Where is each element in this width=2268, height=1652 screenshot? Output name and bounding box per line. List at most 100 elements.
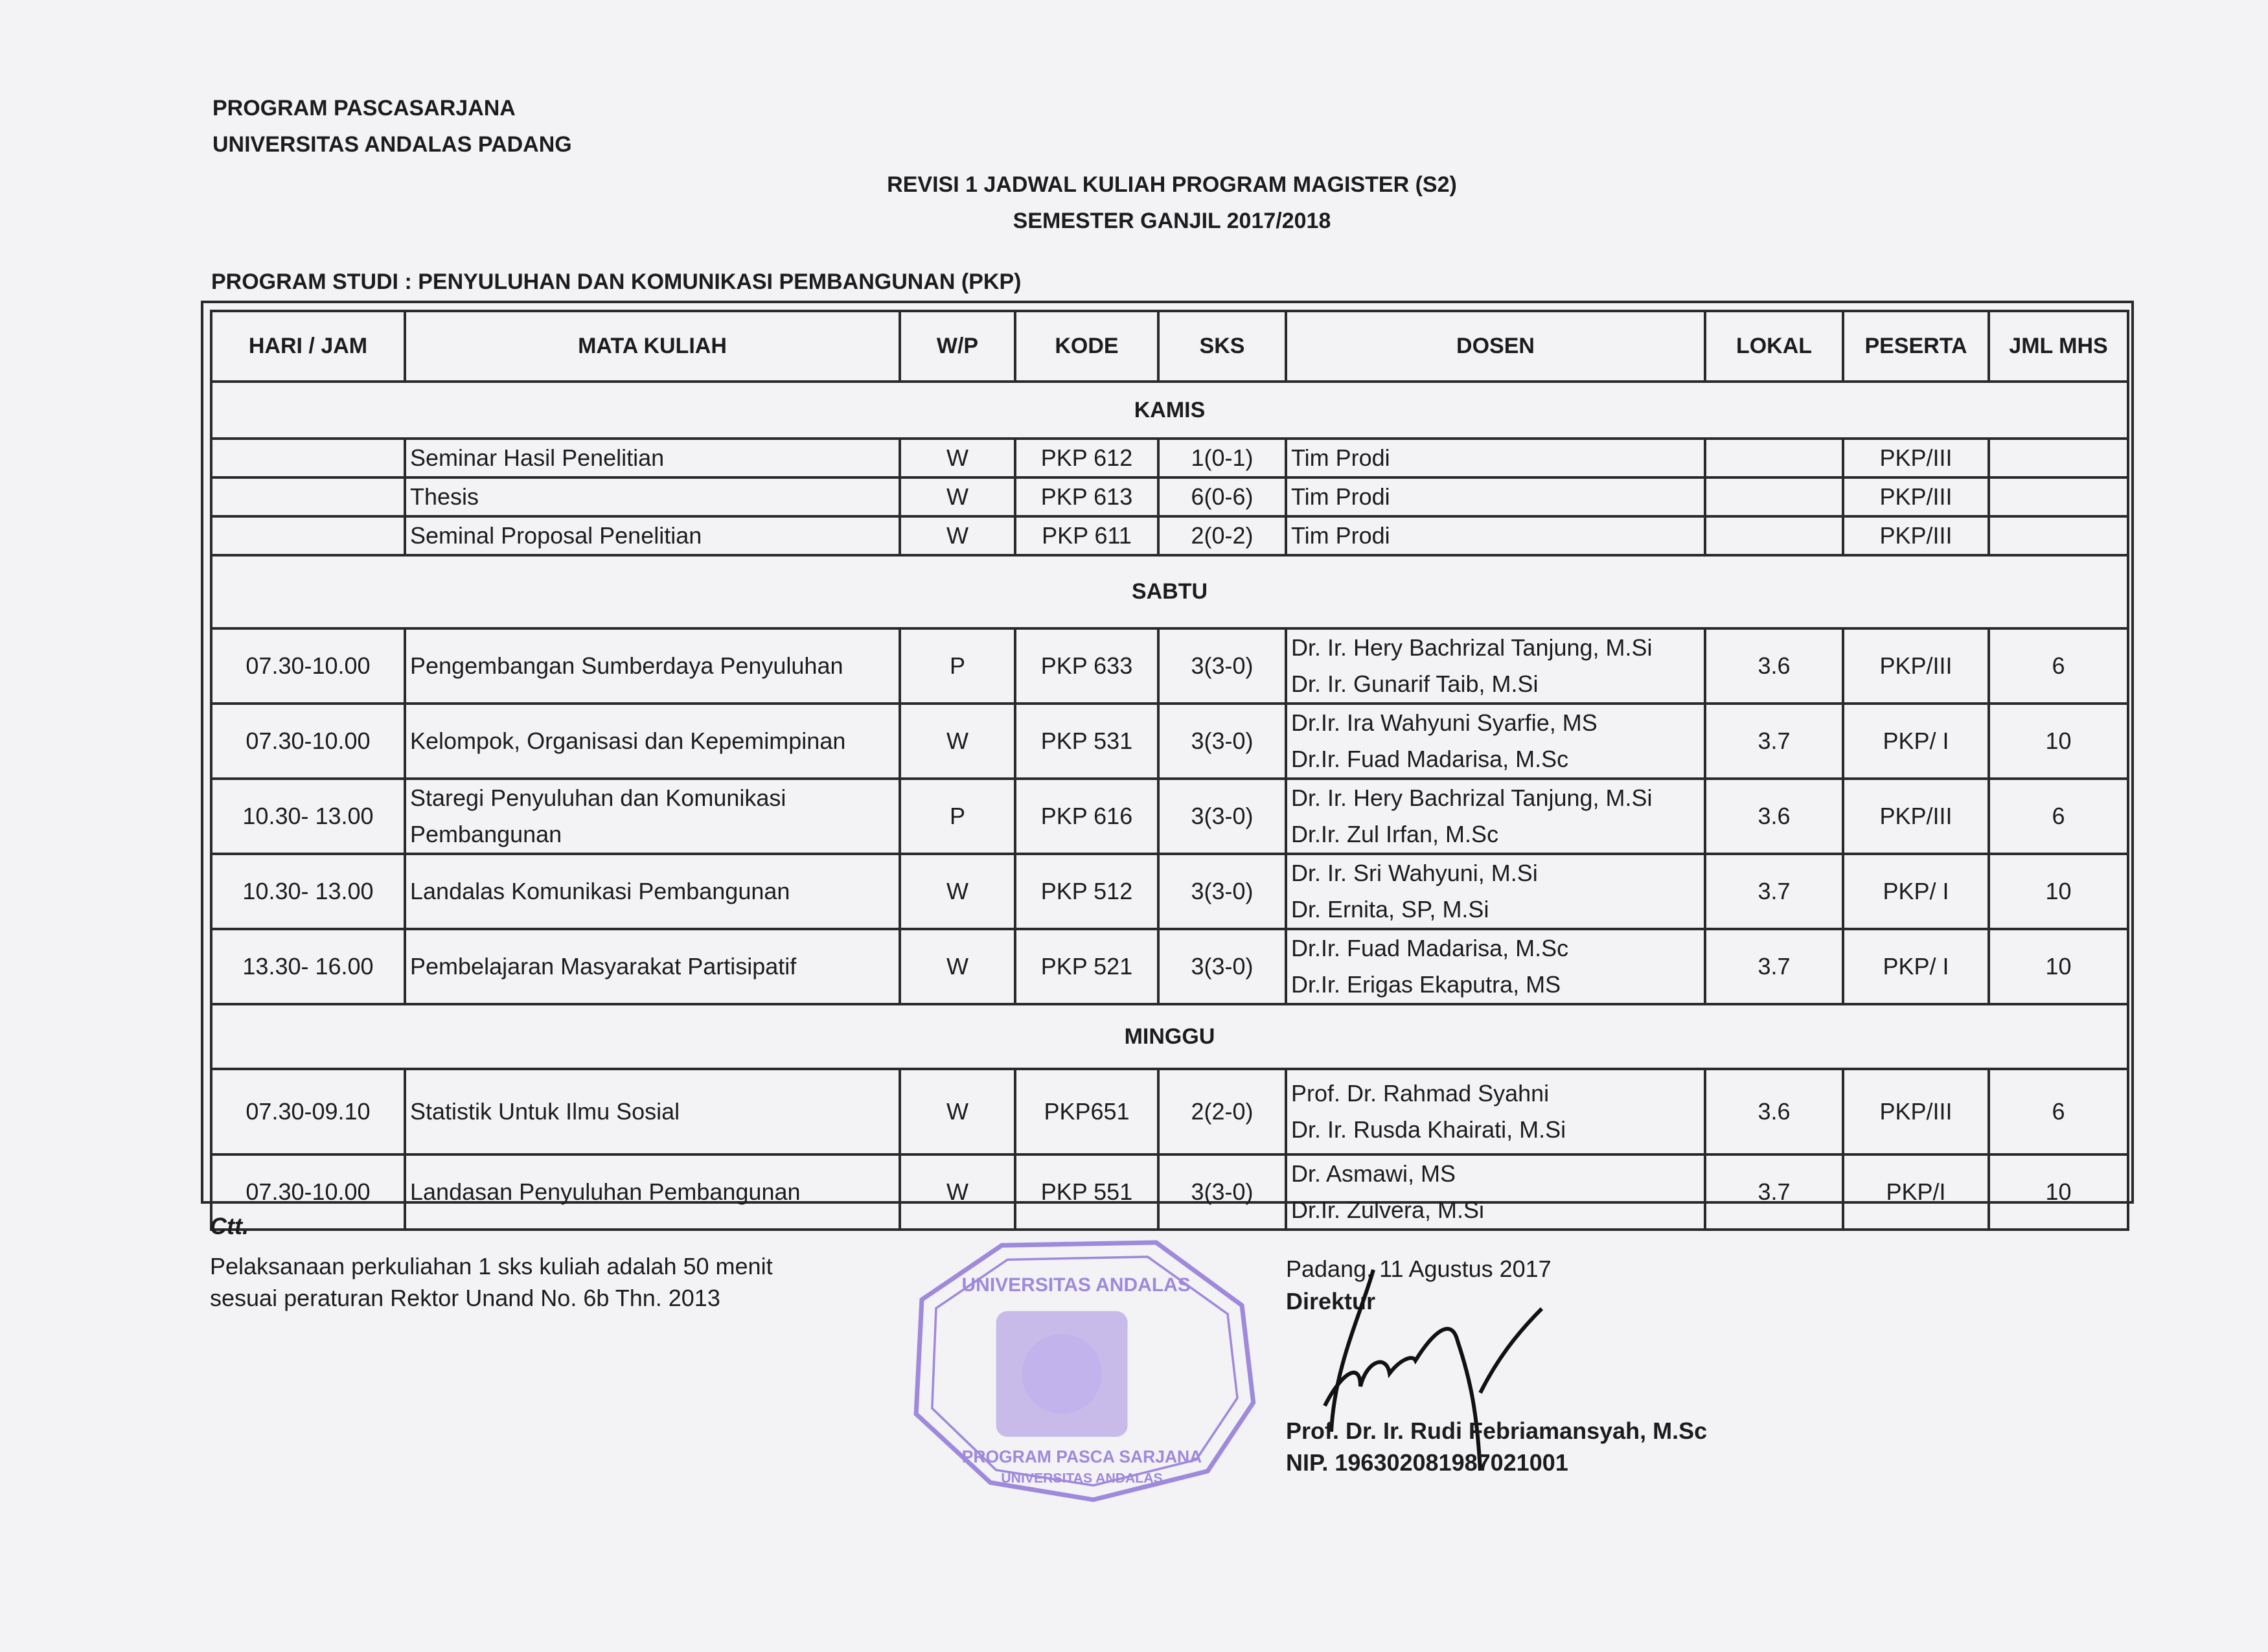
cell-peserta: PKP/III: [1842, 777, 1990, 855]
table-row: 10.30- 13.00 Staregi Penyuluhan dan Komun…: [210, 777, 2129, 855]
cell-kode: PKP 611: [1014, 515, 1160, 556]
cell-kode: PKP 616: [1014, 777, 1160, 855]
dosen-name: Prof. Dr. Rahmad Syahni: [1291, 1080, 1550, 1107]
cell-dosen: Dr. Ir. Hery Bachrizal Tanjung, M.Si Dr.I…: [1285, 777, 1706, 855]
stamp-bottom-text-2: UNIVERSITAS ANDALAS: [1001, 1471, 1162, 1486]
cell-jam: 07.30-09.10: [210, 1068, 406, 1156]
cell-lokal: 3.6: [1704, 627, 1844, 705]
cell-mata-kuliah: Pembelajaran Masyarakat Partisipatif: [404, 928, 901, 1005]
table-row: 07.30-10.00 Landasan Penyuluhan Pembangun…: [210, 1153, 2129, 1231]
cell-jam: [210, 476, 406, 518]
cell-kode: PKP 531: [1014, 702, 1160, 780]
cell-peserta: PKP/III: [1842, 627, 1990, 705]
table-row: 13.30- 16.00 Pembelajaran Masyarakat Part…: [210, 928, 2129, 1005]
dosen-name: Dr.Ir. Fuad Madarisa, M.Sc: [1291, 746, 1569, 772]
cell-wp: W: [899, 702, 1016, 780]
day-label: KAMIS: [210, 380, 2129, 440]
cell-kode: PKP 633: [1014, 627, 1160, 705]
cell-dosen: Dr.Ir. Fuad Madarisa, M.Sc Dr.Ir. Erigas …: [1285, 928, 1706, 1005]
table-row: Seminar Hasil Penelitian W PKP 612 1(0-1) Ti…: [210, 437, 2129, 479]
cell-sks: 3(3-0): [1157, 853, 1287, 930]
table-row: 07.30-10.00 Kelompok, Organisasi dan Kepe…: [210, 702, 2129, 780]
cell-mata-kuliah: Statistik Untuk Ilmu Sosial: [404, 1068, 901, 1156]
cell-dosen: Tim Prodi: [1285, 437, 1706, 479]
column-header: SKS: [1157, 310, 1287, 383]
column-header: PESERTA: [1842, 310, 1990, 383]
note-label: Ctt.: [210, 1213, 249, 1239]
column-header: W/P: [899, 310, 1016, 383]
cell-jam: 07.30-10.00: [210, 627, 406, 705]
cell-mata-kuliah: Seminar Hasil Penelitian: [404, 437, 901, 479]
note-line2: sesuai peraturan Rektor Unand No. 6b Thn…: [210, 1285, 720, 1311]
handwritten-signature: [1323, 1269, 1544, 1471]
cell-peserta: PKP/III: [1842, 515, 1990, 556]
cell-jam: [210, 437, 406, 479]
cell-kode: PKP 521: [1014, 928, 1160, 1005]
cell-wp: W: [899, 515, 1016, 556]
signatory-nip: NIP. 196302081987021001: [1286, 1449, 1568, 1476]
cell-jam: [210, 515, 406, 556]
cell-jam: 13.30- 16.00: [210, 928, 406, 1005]
cell-jml-mhs: 10: [1987, 1153, 2129, 1231]
cell-wp: W: [899, 928, 1016, 1005]
dosen-name: Dr. Ir. Gunarif Taib, M.Si: [1291, 671, 1539, 697]
table-header-row: HARI / JAM MATA KULIAH W/P KODE SKS DOSEN LOKA…: [210, 310, 2129, 383]
cell-mata-kuliah: Landalas Komunikasi Pembangunan: [404, 853, 901, 930]
cell-mata-kuliah: Pengembangan Sumberdaya Penyuluhan: [404, 627, 901, 705]
cell-jam: 10.30- 13.00: [210, 777, 406, 855]
cell-jam: 07.30-10.00: [210, 702, 406, 780]
cell-wp: W: [899, 1068, 1016, 1156]
table-row: 10.30- 13.00 Landalas Komunikasi Pembangu…: [210, 853, 2129, 930]
day-section-row: SABTU: [210, 554, 2129, 630]
dosen-name: Tim Prodi: [1291, 522, 1390, 549]
cell-sks: 3(3-0): [1157, 928, 1287, 1005]
stamp-inner-top-text: UNIVERSITAS ANDALAS: [961, 1274, 1190, 1296]
cell-lokal: [1704, 515, 1844, 556]
cell-peserta: PKP/III: [1842, 437, 1990, 479]
cell-dosen: Dr. Asmawi, MS Dr.Ir. Zulvera, M.Si: [1285, 1153, 1706, 1231]
cell-dosen: Dr. Ir. Hery Bachrizal Tanjung, M.Si Dr. …: [1285, 627, 1706, 705]
cell-lokal: 3.7: [1704, 702, 1844, 780]
cell-peserta: PKP/ I: [1842, 853, 1990, 930]
column-header: HARI / JAM: [210, 310, 406, 383]
cell-peserta: PKP/III: [1842, 476, 1990, 518]
cell-peserta: PKP/ I: [1842, 928, 1990, 1005]
cell-wp: W: [899, 1153, 1016, 1231]
cell-lokal: 3.7: [1704, 853, 1844, 930]
table-row: 07.30-09.10 Statistik Untuk Ilmu Sosial W P…: [210, 1068, 2129, 1156]
day-section-row: KAMIS: [210, 380, 2129, 440]
dosen-name: Dr.Ir. Zulvera, M.Si: [1291, 1197, 1485, 1223]
university-stamp: UNIVERSITAS ANDALAS PROGRAM PASCA SARJAN…: [913, 1240, 1256, 1502]
cell-dosen: Tim Prodi: [1285, 476, 1706, 518]
dosen-name: Tim Prodi: [1291, 483, 1390, 510]
cell-peserta: PKP/I: [1842, 1153, 1990, 1231]
signatory-name: Prof. Dr. Ir. Rudi Febriamansyah, M.Sc: [1286, 1417, 1708, 1444]
program-studi: PROGRAM STUDI : PENYULUHAN DAN KOMUNIKAS…: [211, 270, 1022, 294]
cell-kode: PKP 612: [1014, 437, 1160, 479]
day-label: SABTU: [210, 554, 2129, 630]
cell-wp: W: [899, 476, 1016, 518]
cell-peserta: PKP/III: [1842, 1068, 1990, 1156]
cell-jam: 07.30-10.00: [210, 1153, 406, 1231]
document-title: REVISI 1 JADWAL KULIAH PROGRAM MAGISTER …: [887, 172, 1457, 197]
cell-wp: W: [899, 437, 1016, 479]
cell-jml-mhs: 10: [1987, 853, 2129, 930]
dosen-name: Dr. Ir. Sri Wahyuni, M.Si: [1291, 860, 1538, 886]
cell-jml-mhs: [1987, 437, 2129, 479]
note-line1: Pelaksanaan perkuliahan 1 sks kuliah ada…: [210, 1253, 773, 1279]
cell-dosen: Dr. Ir. Sri Wahyuni, M.Si Dr. Ernita, SP,…: [1285, 853, 1706, 930]
cell-lokal: [1704, 437, 1844, 479]
cell-lokal: 3.7: [1704, 928, 1844, 1005]
dosen-name: Dr. Ir. Rusda Khairati, M.Si: [1291, 1116, 1566, 1143]
cell-jml-mhs: 6: [1987, 1068, 2129, 1156]
column-header: DOSEN: [1285, 310, 1706, 383]
cell-sks: 3(3-0): [1157, 777, 1287, 855]
cell-jml-mhs: 10: [1987, 702, 2129, 780]
cell-mata-kuliah: Staregi Penyuluhan dan Komunikasi Pemban…: [404, 777, 901, 855]
cell-kode: PKP 512: [1014, 853, 1160, 930]
cell-sks: 3(3-0): [1157, 702, 1287, 780]
cell-lokal: 3.6: [1704, 777, 1844, 855]
cell-mata-kuliah: Seminal Proposal Penelitian: [404, 515, 901, 556]
cell-wp: P: [899, 777, 1016, 855]
dosen-name: Dr. Ernita, SP, M.Si: [1291, 896, 1489, 923]
